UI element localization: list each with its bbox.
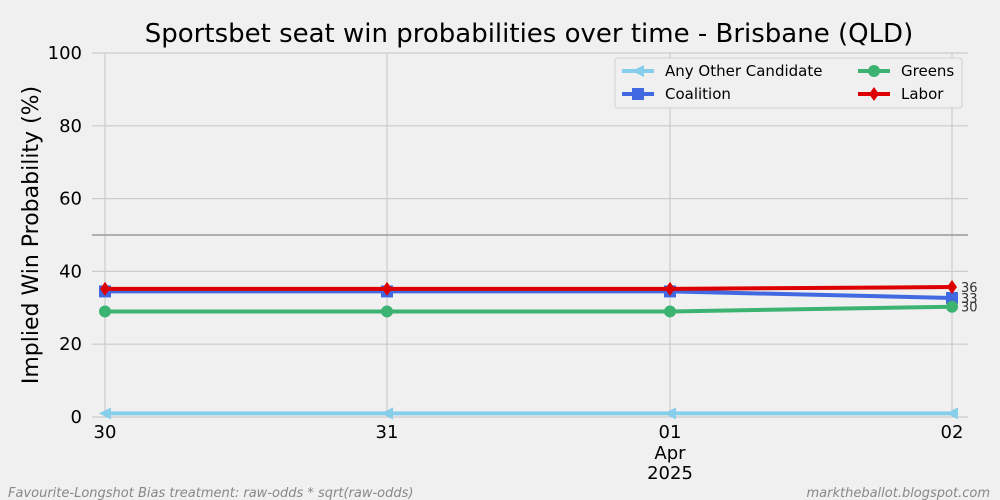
data-point bbox=[868, 65, 880, 77]
x-tick-year: 2025 bbox=[647, 463, 693, 484]
legend-item: Coalition bbox=[622, 85, 731, 103]
series-greens bbox=[99, 300, 958, 318]
x-tick-day: 30 bbox=[94, 422, 117, 443]
y-tick-label: 100 bbox=[48, 43, 82, 64]
end-label: 33 bbox=[961, 292, 978, 307]
legend-item: Labor bbox=[858, 85, 944, 103]
legend-item: Greens bbox=[858, 62, 954, 80]
y-tick-label: 80 bbox=[59, 116, 82, 137]
end-label: 30 bbox=[961, 301, 978, 316]
chart-title: Sportsbet seat win probabilities over ti… bbox=[145, 19, 913, 49]
series-any-other-candidate bbox=[99, 407, 958, 420]
data-point bbox=[100, 281, 110, 296]
legend-label: Coalition bbox=[665, 85, 731, 103]
series-labor bbox=[100, 280, 957, 296]
legend-item: Any Other Candidate bbox=[622, 62, 822, 80]
series-line bbox=[105, 289, 953, 300]
data-point bbox=[869, 87, 879, 101]
grid-lines bbox=[92, 52, 968, 418]
x-tick-day: 31 bbox=[376, 422, 399, 443]
data-point bbox=[632, 88, 644, 100]
data-point bbox=[665, 281, 675, 296]
data-point bbox=[947, 280, 957, 295]
legend-label: Labor bbox=[901, 85, 944, 103]
x-tick-month: Apr bbox=[654, 443, 686, 464]
y-tick-label: 20 bbox=[59, 334, 82, 355]
legend: Any Other Candidate Coalition Greens Labor bbox=[614, 57, 963, 109]
data-point bbox=[381, 305, 393, 318]
footer-right-credit: marktheballot.blogspot.com bbox=[806, 486, 990, 500]
data-point bbox=[382, 281, 392, 296]
data-point bbox=[664, 407, 676, 420]
y-tick-label: 0 bbox=[71, 407, 82, 428]
y-axis-label: Implied Win Probability (%) bbox=[19, 86, 44, 384]
series-line bbox=[105, 285, 953, 291]
data-point bbox=[632, 65, 644, 77]
end-label: 36 bbox=[961, 281, 978, 296]
x-tick-day: 02 bbox=[941, 422, 964, 443]
series-group bbox=[99, 280, 958, 420]
series-line bbox=[105, 304, 953, 314]
data-point bbox=[946, 291, 958, 304]
legend-label: Any Other Candidate bbox=[665, 62, 822, 80]
footer-left-note: Favourite-Longshot Bias treatment: raw-o… bbox=[8, 486, 413, 500]
x-tick-day: 01 bbox=[659, 422, 682, 443]
data-point bbox=[946, 407, 958, 420]
data-point bbox=[946, 300, 958, 313]
data-point bbox=[381, 407, 393, 420]
data-point bbox=[99, 305, 111, 318]
y-tick-label: 60 bbox=[59, 189, 82, 210]
data-point bbox=[99, 407, 111, 420]
y-tick-label: 40 bbox=[59, 261, 82, 282]
data-point bbox=[664, 305, 676, 318]
legend-label: Greens bbox=[901, 62, 954, 80]
y-axis-ticks: 0 20 40 60 80 100 bbox=[48, 43, 82, 428]
